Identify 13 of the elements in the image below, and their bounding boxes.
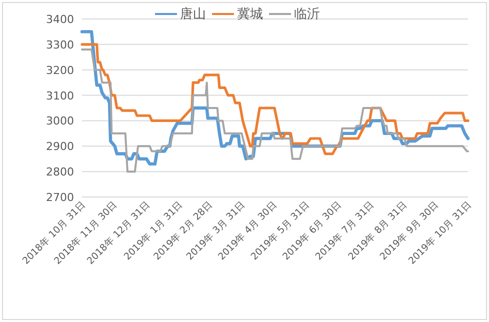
y-tick-label: 3200 [46,64,74,77]
y-tick-label: 2700 [46,191,74,204]
y-tick-label: 2800 [46,166,74,179]
y-tick-label: 3000 [46,114,74,128]
y-tick-label: 2900 [46,140,74,154]
line-series [80,43,470,156]
y-tick-label: 3100 [46,89,74,102]
legend-label: 唐山 [180,7,206,22]
y-tick-label: 3300 [46,38,74,52]
legend-label: 临沂 [294,7,320,22]
legend-label: 冀城 [237,7,263,22]
y-tick-label: 3400 [46,13,74,26]
line-series [81,48,469,173]
